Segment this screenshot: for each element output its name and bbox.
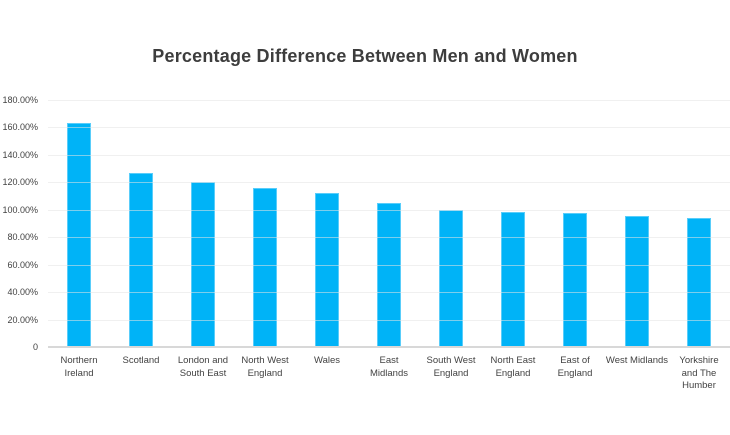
x-axis-label-london-and-south-east: London and South East <box>177 355 229 379</box>
bar-northern-ireland[interactable] <box>67 123 91 347</box>
gridline-40 <box>48 292 730 294</box>
bar-north-west-england[interactable] <box>253 187 277 347</box>
y-axis-tick-label: 0 <box>32 342 38 352</box>
gridline-80 <box>48 237 730 239</box>
bar-north-east-england[interactable] <box>501 211 525 347</box>
x-axis-label-east-of-england: East of England <box>557 355 593 379</box>
bar-east-midlands[interactable] <box>377 202 401 347</box>
gridline-180 <box>48 100 730 101</box>
x-axis-label-north-east-england: North East England <box>490 355 536 379</box>
gridline-100 <box>48 209 730 211</box>
bar-east-of-england[interactable] <box>563 213 587 347</box>
x-axis-label-east-midlands: East Midlands <box>369 355 409 379</box>
gridline-140 <box>48 154 730 156</box>
y-axis-tick-label: 120.00% <box>2 177 38 188</box>
gridline-60 <box>48 264 730 266</box>
x-axis-label-scotland: Scotland <box>122 355 160 366</box>
x-axis-label-west-midlands: West Midlands <box>605 355 669 366</box>
gridline-160 <box>48 127 730 129</box>
y-axis-tick-label: 80.00% <box>7 232 38 243</box>
bar-west-midlands[interactable] <box>625 215 649 347</box>
x-axis-label-wales: Wales <box>313 355 341 366</box>
gridline-20 <box>48 319 730 321</box>
bar-yorkshire-and-the-humber[interactable] <box>687 218 711 347</box>
x-axis-line <box>48 346 730 348</box>
bar-scotland[interactable] <box>129 173 153 347</box>
x-axis-label-northern-ireland: Northern Ireland <box>60 355 98 379</box>
y-axis-tick-label: 20.00% <box>7 314 38 325</box>
y-axis-tick-label: 40.00% <box>7 287 38 298</box>
y-axis-tick-label: 180.00% <box>2 95 38 105</box>
x-axis-label-north-west-england: North West England <box>241 355 289 379</box>
y-axis-tick-label: 100.00% <box>2 204 38 215</box>
y-axis-tick-label: 140.00% <box>2 149 38 160</box>
y-axis-tick-label: 60.00% <box>7 259 38 270</box>
y-axis-tick-label: 160.00% <box>2 122 38 133</box>
chart-title: Percentage Difference Between Men and Wo… <box>152 46 578 66</box>
bar-wales[interactable] <box>315 192 339 347</box>
x-axis-label-yorkshire-and-the-humber: Yorkshire and The Humber <box>679 355 719 391</box>
gridline-120 <box>48 182 730 184</box>
bar-south-west-england[interactable] <box>439 209 463 347</box>
x-axis-label-south-west-england: South West England <box>426 355 476 379</box>
